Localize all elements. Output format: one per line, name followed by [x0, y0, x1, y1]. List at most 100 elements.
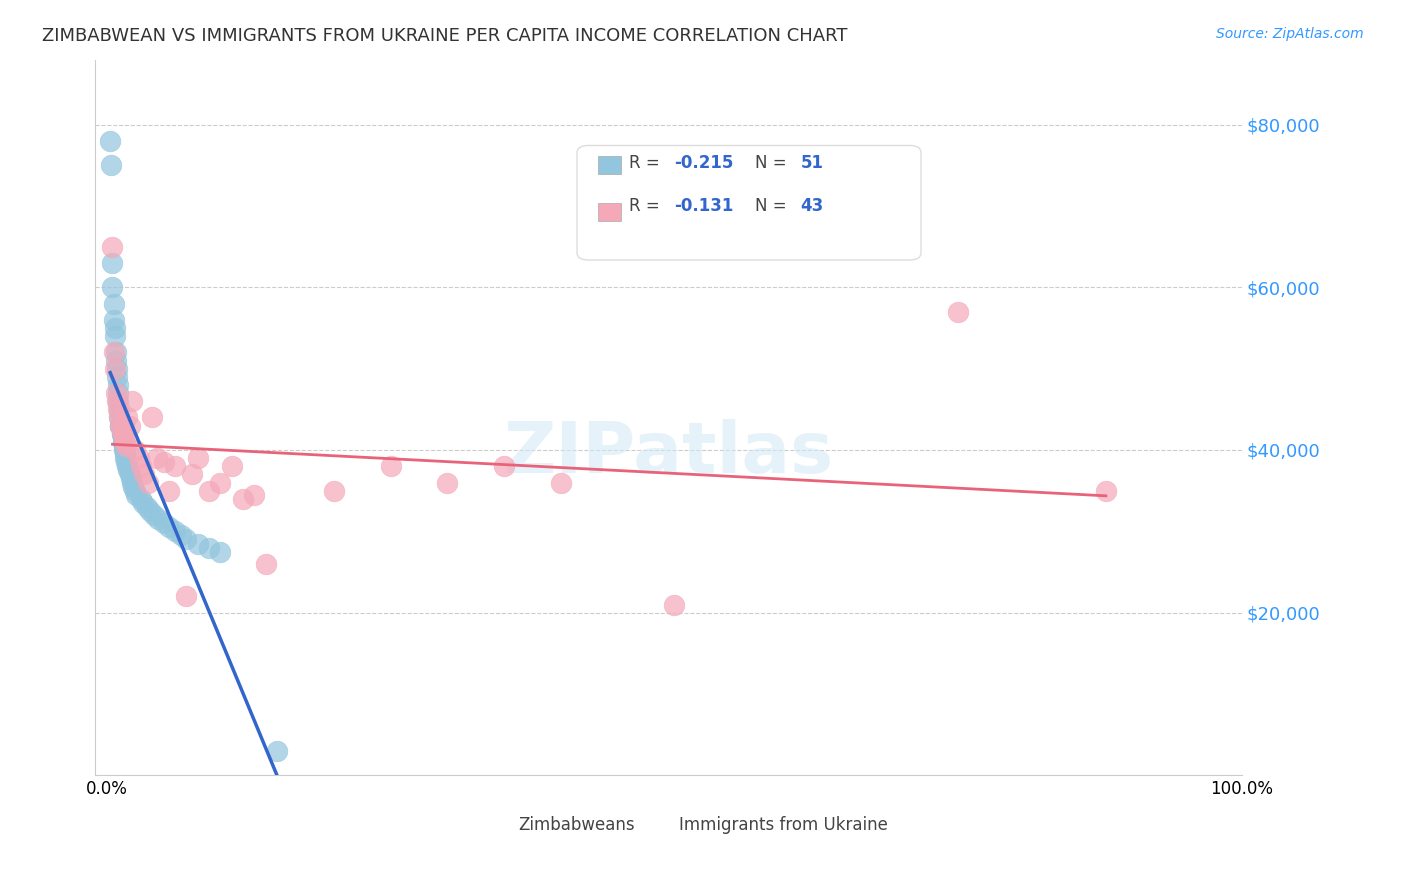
Point — [114, 447, 136, 461]
Point — [105, 361, 128, 376]
Point — [104, 361, 127, 376]
Text: Source: ZipAtlas.com: Source: ZipAtlas.com — [1216, 27, 1364, 41]
Text: 43: 43 — [800, 197, 824, 215]
Point — [117, 463, 139, 477]
Point — [104, 353, 127, 368]
Point — [322, 483, 344, 498]
Point — [114, 434, 136, 449]
Point — [110, 418, 132, 433]
Point — [198, 483, 221, 498]
Text: -0.131: -0.131 — [675, 197, 734, 215]
Point — [436, 475, 458, 490]
Point — [108, 410, 131, 425]
Point — [232, 491, 254, 506]
Point — [243, 488, 266, 502]
Point — [100, 158, 122, 172]
Point — [139, 504, 162, 518]
Point — [110, 426, 132, 441]
Point — [129, 491, 152, 506]
Point — [98, 134, 121, 148]
Point — [174, 590, 197, 604]
Text: N =: N = — [755, 197, 792, 215]
Point — [114, 451, 136, 466]
Point — [664, 598, 686, 612]
Point — [107, 386, 129, 401]
Point — [948, 304, 970, 318]
Point — [115, 459, 138, 474]
Point — [105, 394, 128, 409]
FancyBboxPatch shape — [598, 156, 620, 174]
Point — [163, 459, 186, 474]
Point — [112, 442, 135, 457]
Point — [107, 402, 129, 417]
Point — [103, 296, 125, 310]
Point — [129, 459, 152, 474]
Point — [108, 402, 131, 417]
Point — [122, 480, 145, 494]
Point — [120, 471, 142, 485]
Point — [152, 516, 174, 531]
Point — [146, 512, 169, 526]
Point — [141, 410, 163, 425]
Text: -0.215: -0.215 — [675, 154, 734, 172]
Point — [209, 544, 232, 558]
Point — [101, 240, 124, 254]
Point — [1095, 483, 1118, 498]
Point — [136, 475, 159, 490]
Point — [104, 329, 127, 343]
Point — [128, 451, 150, 466]
Point — [111, 434, 134, 449]
Point — [105, 369, 128, 384]
Point — [103, 313, 125, 327]
Text: Zimbabweans: Zimbabweans — [519, 816, 636, 834]
Text: N =: N = — [755, 154, 792, 172]
Point — [187, 451, 209, 466]
Point — [103, 345, 125, 359]
Text: R =: R = — [628, 154, 665, 172]
Point — [132, 496, 155, 510]
Point — [104, 345, 127, 359]
Point — [110, 426, 132, 441]
Point — [121, 475, 143, 490]
Point — [107, 394, 129, 409]
Point — [134, 467, 156, 482]
Point — [111, 434, 134, 449]
Point — [111, 426, 134, 441]
Point — [157, 483, 180, 498]
Text: Immigrants from Ukraine: Immigrants from Ukraine — [679, 816, 887, 834]
Text: R =: R = — [628, 197, 665, 215]
Point — [107, 378, 129, 392]
Point — [209, 475, 232, 490]
Point — [550, 475, 572, 490]
Point — [181, 467, 204, 482]
Point — [118, 418, 141, 433]
Point — [135, 500, 157, 514]
Point — [143, 508, 166, 522]
Point — [124, 483, 146, 498]
Point — [104, 386, 127, 401]
Point — [110, 418, 132, 433]
Point — [104, 321, 127, 335]
Point — [115, 455, 138, 469]
Point — [254, 557, 277, 571]
Point — [110, 423, 132, 437]
Point — [221, 459, 243, 474]
Point — [115, 410, 138, 425]
Point — [112, 439, 135, 453]
Point — [115, 439, 138, 453]
Point — [266, 744, 288, 758]
Point — [112, 431, 135, 445]
Point — [152, 455, 174, 469]
FancyBboxPatch shape — [598, 202, 620, 220]
Point — [198, 541, 221, 555]
Point — [174, 533, 197, 547]
Text: ZIPatlas: ZIPatlas — [503, 418, 834, 488]
Point — [169, 528, 191, 542]
Point — [145, 451, 167, 466]
FancyBboxPatch shape — [681, 816, 706, 834]
Point — [124, 442, 146, 457]
Point — [118, 467, 141, 482]
Point — [125, 488, 148, 502]
Point — [110, 418, 132, 433]
Point — [101, 256, 124, 270]
